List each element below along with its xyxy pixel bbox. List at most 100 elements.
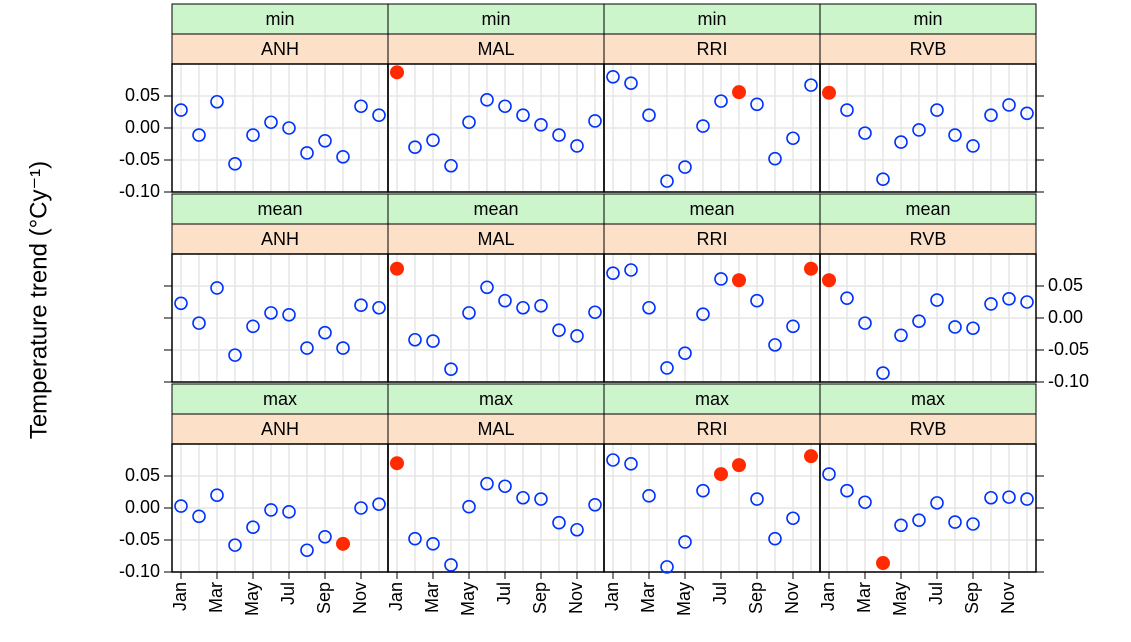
strip-site-label: ANH xyxy=(261,39,299,59)
strip-stat xyxy=(171,3,389,35)
strip-site xyxy=(171,413,389,445)
strip-stat-label: mean xyxy=(905,199,950,219)
strip-stat-label: min xyxy=(697,9,726,29)
point xyxy=(984,490,998,505)
point xyxy=(714,272,728,286)
point xyxy=(606,70,620,84)
y-tick-label: -0.05 xyxy=(119,529,160,549)
strip-stat xyxy=(387,193,605,225)
point xyxy=(714,94,728,108)
point xyxy=(912,123,926,137)
x-tick-label: Jul xyxy=(710,582,730,605)
strip-site xyxy=(171,33,389,65)
point xyxy=(516,490,530,505)
point xyxy=(498,479,512,494)
strip-site xyxy=(603,33,821,65)
point xyxy=(192,128,206,142)
point xyxy=(354,298,368,313)
point xyxy=(606,453,620,467)
point xyxy=(876,172,890,186)
strip-stat xyxy=(603,3,821,35)
point-significant xyxy=(804,261,818,276)
point xyxy=(696,119,710,133)
point xyxy=(192,509,206,524)
x-tick-label: Nov xyxy=(566,582,586,614)
strip-stat xyxy=(819,383,1037,415)
point xyxy=(192,316,206,330)
x-tick-label: Sep xyxy=(314,582,334,614)
strip-site-label: RVB xyxy=(910,229,947,249)
point xyxy=(282,505,296,519)
point-significant xyxy=(732,85,746,100)
point xyxy=(354,99,368,114)
point xyxy=(894,135,908,149)
point xyxy=(804,78,818,92)
point-significant xyxy=(804,449,818,464)
point-significant xyxy=(336,536,350,551)
point xyxy=(642,108,656,122)
point xyxy=(624,457,638,471)
strip-site-label: RVB xyxy=(910,39,947,59)
point xyxy=(228,157,242,171)
strip-stat-label: max xyxy=(479,389,513,409)
point xyxy=(480,93,494,107)
point xyxy=(750,293,764,308)
point xyxy=(930,103,944,117)
strip-stat-label: min xyxy=(913,9,942,29)
point xyxy=(318,325,332,340)
y-tick-label: -0.05 xyxy=(1048,339,1089,359)
point xyxy=(642,489,656,503)
point xyxy=(894,328,908,343)
point xyxy=(966,517,980,531)
strip-stat-label: min xyxy=(481,9,510,29)
point xyxy=(840,103,854,117)
strip-stat-label: max xyxy=(695,389,729,409)
y-tick-label: -0.10 xyxy=(119,561,160,581)
point xyxy=(948,128,962,142)
point xyxy=(462,499,476,514)
point xyxy=(408,332,422,347)
point xyxy=(210,281,224,295)
point xyxy=(678,160,692,174)
strip-stat-label: mean xyxy=(257,199,302,219)
point-significant xyxy=(390,456,404,471)
x-tick-label: Nov xyxy=(350,582,370,614)
point xyxy=(840,483,854,498)
point xyxy=(750,97,764,112)
strip-stat-label: min xyxy=(265,9,294,29)
point xyxy=(372,497,386,511)
strip-site-label: MAL xyxy=(477,419,514,439)
x-tick-label: Mar xyxy=(206,582,226,613)
point xyxy=(408,140,422,154)
point xyxy=(498,293,512,308)
point xyxy=(786,511,800,526)
strip-site xyxy=(171,223,389,255)
point xyxy=(264,503,278,517)
strip-site xyxy=(819,223,1037,255)
point xyxy=(516,300,530,315)
point xyxy=(336,150,350,164)
point xyxy=(822,467,836,481)
point xyxy=(264,306,278,320)
y-tick-label: 0.00 xyxy=(125,497,160,517)
x-tick-label: Nov xyxy=(998,582,1018,614)
point xyxy=(552,323,566,337)
point xyxy=(570,329,584,343)
point xyxy=(534,492,548,506)
point xyxy=(372,108,386,122)
point xyxy=(858,316,872,330)
x-tick-label: Jul xyxy=(278,582,298,605)
strip-site xyxy=(387,33,605,65)
point xyxy=(354,501,368,515)
y-tick-label: 0.05 xyxy=(125,465,160,485)
x-tick-label: Jan xyxy=(818,582,838,611)
point xyxy=(588,114,602,128)
point xyxy=(534,118,548,132)
point xyxy=(912,314,926,329)
point-significant xyxy=(732,458,746,473)
x-tick-label: Nov xyxy=(782,582,802,614)
y-tick-label: 0.00 xyxy=(125,117,160,137)
point xyxy=(858,495,872,510)
point xyxy=(984,297,998,311)
